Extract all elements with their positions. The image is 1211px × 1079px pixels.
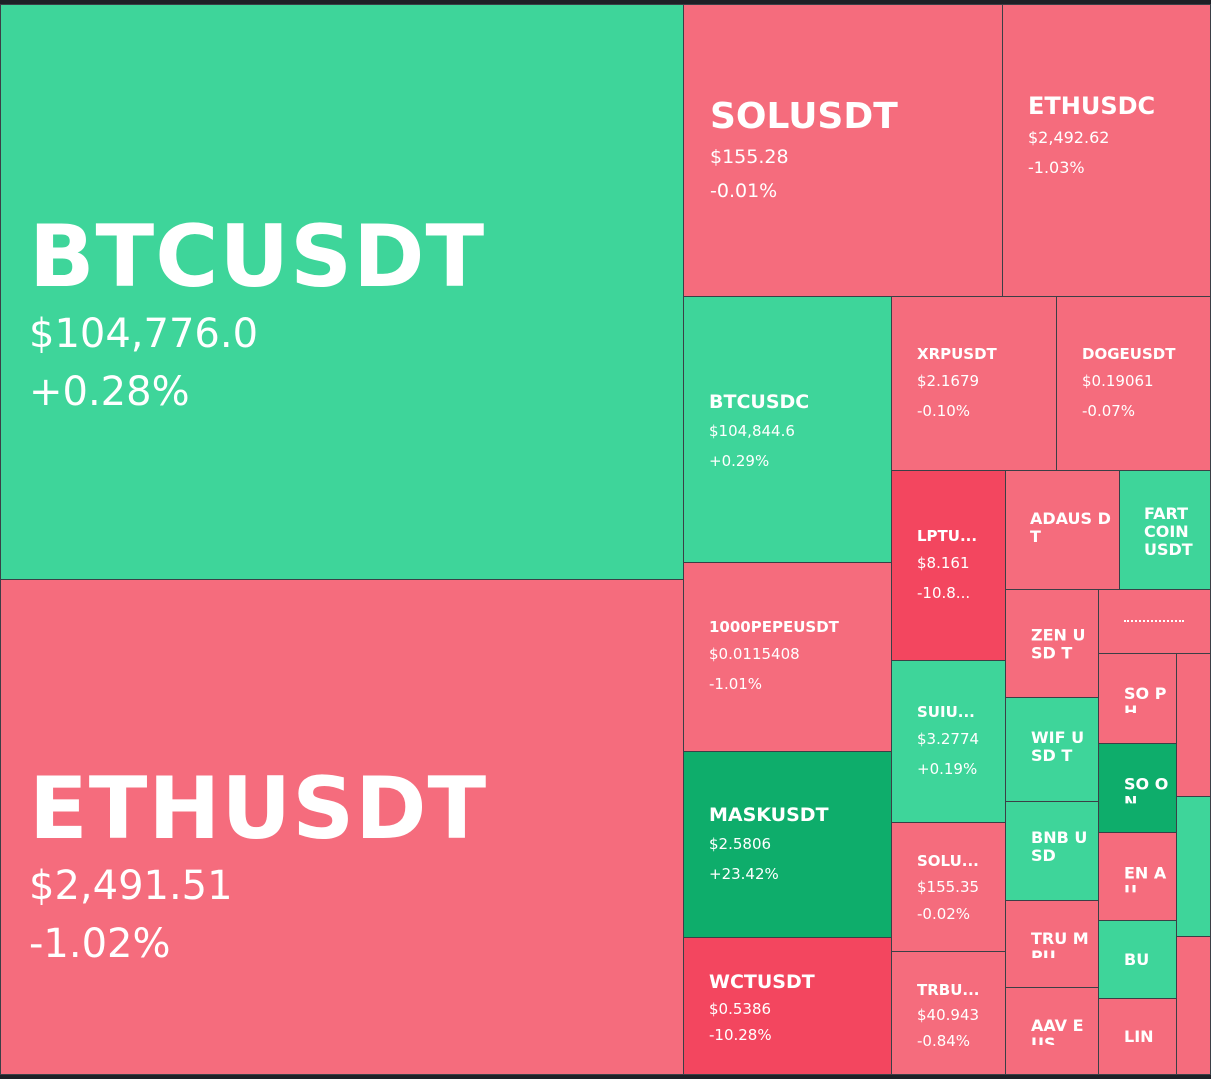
tile-symbol: SOLU... [917,852,979,870]
tile-price: $40.943 [917,1006,980,1024]
tile-price: $3.2774 [917,729,980,748]
tile-unlabeled[interactable] [1176,653,1211,797]
tile-price: $0.0115408 [709,645,800,663]
tile-hidden-symbol[interactable] [1098,589,1211,654]
tile-sophusdt[interactable]: SO PH [1098,653,1177,744]
tile-1000pepeusdt[interactable]: 1000PEPEUSDT $0.0115408 -1.01% [683,562,892,752]
tile-price: $0.5386 [709,1000,772,1018]
tile-unlabeled[interactable] [1176,936,1211,1075]
tile-symbol: FART COIN USDT [1144,505,1193,560]
tile-fartcoinusdt[interactable]: FART COIN USDT [1119,470,1211,590]
tile-change: -0.02% [917,905,971,923]
tile-lptusdt[interactable]: LPTU... $8.161 -10.8... [891,470,1006,661]
tile-linkusdt[interactable]: LIN [1098,998,1177,1075]
tile-aaveusdt[interactable]: AAV EUS [1005,987,1099,1075]
tile-price: $155.35 [917,878,980,896]
tile-price: $155.28 [710,145,789,168]
tile-symbol: 1000PEPEUSDT [709,618,839,636]
tile-change: -0.84% [917,1032,971,1048]
tile-dogeusdt[interactable]: DOGEUSDT $0.19061 -0.07% [1056,296,1211,471]
tile-change: -10.28% [709,1026,772,1044]
tile-adausdt[interactable]: ADAUS DT [1005,470,1120,590]
tile-solusdt[interactable]: SOLUSDT $155.28 -0.01% [683,4,1003,297]
tile-price: $2.5806 [709,834,772,853]
tile-symbol: ETHUSDT [29,760,488,857]
tile-symbol: SOLUSDT [710,95,898,137]
tile-ethusdt[interactable]: ETHUSDT $2,491.51 -1.02% [0,579,684,1075]
tile-symbol: ZEN USD T [1031,625,1086,662]
tile-symbol: LPTU... [917,526,978,545]
tile-symbol: BTCUSDT [29,208,486,305]
tile-price: $2,492.62 [1028,127,1110,147]
tile-wifusdt[interactable]: WIF USD T [1005,697,1099,802]
tile-symbol: TRBU... [917,981,980,999]
tile-change: -1.02% [29,920,171,967]
tile-trbusdt[interactable]: TRBU... $40.943 -0.84% [891,951,1006,1075]
tile-change: -0.10% [917,401,971,420]
tile-change: -10.8... [917,583,971,602]
tile-symbol: WCTUSDT [709,971,815,993]
tile-symbol: AAV EUS [1031,1017,1084,1045]
tile-symbol: TRU MPU [1031,930,1089,958]
tile-enausdt[interactable]: EN AU [1098,832,1177,921]
tile-symbol: WIF USD T [1031,728,1085,765]
tile-symbol: SO ON [1124,775,1169,804]
tile-change: -0.07% [1082,401,1136,420]
tile-change: -1.01% [709,675,763,693]
tile-change: +0.29% [709,452,770,471]
tile-symbol: BU [1124,950,1150,969]
tile-xrpusdt[interactable]: XRPUSDT $2.1679 -0.10% [891,296,1057,471]
tile-change: -1.03% [1028,157,1085,177]
tile-price: $104,844.6 [709,422,795,441]
tile-price: $104,776.0 [29,310,259,357]
tile-change: +0.28% [29,368,190,415]
tile-symbol: ETHUSDC [1028,91,1156,120]
tile-price: $0.19061 [1082,371,1154,390]
tile-truusdt[interactable]: TRU MPU [1005,900,1099,988]
tile-btcusdt[interactable]: BTCUSDT $104,776.0 +0.28% [0,4,684,580]
tile-symbol: SUIU... [917,702,975,721]
tile-btcusdc[interactable]: BTCUSDC $104,844.6 +0.29% [683,296,892,563]
market-heatmap: BTCUSDT $104,776.0 +0.28% ETHUSDT $2,491… [0,4,1211,1075]
tile-symbol: XRPUSDT [917,344,997,363]
tile-symbol: EN AU [1124,863,1167,892]
tile-zenusdt[interactable]: ZEN USD T [1005,589,1099,698]
tile-wctusdt[interactable]: WCTUSDT $0.5386 -10.28% [683,937,892,1075]
tile-unlabeled[interactable] [1176,796,1211,937]
tile-symbol: ADAUS DT [1030,509,1111,546]
tile-price: $2.1679 [917,371,980,390]
tile-symbol: DOGEUSDT [1082,344,1176,363]
tile-price: $8.161 [917,553,970,572]
tile-change: +23.42% [709,864,779,883]
tile-soonusdt[interactable]: SO ON [1098,743,1177,833]
tile-symbol: SO PH [1124,684,1167,713]
tile-change: -0.01% [710,179,778,202]
tile-maskusdt[interactable]: MASKUSDT $2.5806 +23.42% [683,751,892,938]
tile-suiusdt[interactable]: SUIU... $3.2774 +0.19% [891,660,1006,823]
tile-symbol: LIN [1124,1027,1154,1046]
tile-ethusdc[interactable]: ETHUSDC $2,492.62 -1.03% [1002,4,1211,297]
tile-bnbusdt[interactable]: BNB USD [1005,801,1099,901]
tile-change: +0.19% [917,759,978,778]
tile-solusdc[interactable]: SOLU... $155.35 -0.02% [891,822,1006,952]
tile-price: $2,491.51 [29,862,233,909]
tile-symbol: BTCUSDC [709,391,810,414]
tile-buusdt[interactable]: BU [1098,920,1177,999]
tile-symbol: MASKUSDT [709,803,829,826]
tile-symbol: BNB USD [1031,829,1088,865]
